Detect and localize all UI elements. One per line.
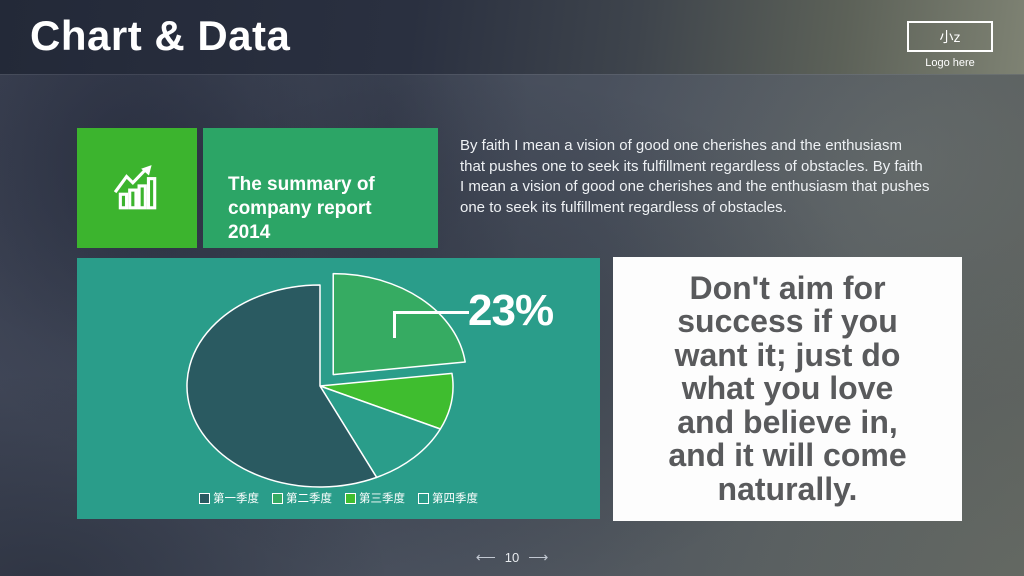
legend-swatch [418, 492, 429, 504]
summary-title: The summary of company report 2014 [228, 174, 375, 243]
summary-title-box: The summary of company report 2014 [203, 128, 438, 248]
pie-slice-第四季度 [319, 385, 442, 479]
pie-callout-label: 23% [468, 286, 554, 335]
legend-label: 第四季度 [432, 493, 478, 505]
legend-item: 第四季度 [418, 490, 478, 506]
pie-chart-panel: 23% 第一季度 第二季度 第三季度 第四季度 [77, 258, 600, 519]
header-bar: Chart & Data 小z Logo here [0, 0, 1024, 74]
body-paragraph: By faith I mean a vision of good one che… [460, 137, 930, 216]
legend-item: 第一季度 [199, 490, 259, 506]
quote-text: Don't aim for success if you want it; ju… [668, 269, 907, 507]
logo: 小z Logo here [907, 21, 993, 69]
prev-arrow[interactable]: ⟵ [475, 549, 496, 565]
page-navigation: ⟵ 10 ⟶ [0, 549, 1024, 566]
legend-swatch [272, 492, 283, 504]
page-title: Chart & Data [30, 12, 291, 59]
logo-box: 小z [907, 21, 993, 52]
pie-legend: 第一季度 第二季度 第三季度 第四季度 [77, 490, 600, 506]
legend-swatch [199, 492, 210, 504]
callout-line-horizontal [393, 311, 469, 314]
logo-mark: 小z [939, 28, 961, 45]
chart-icon-tile [77, 128, 197, 248]
next-arrow[interactable]: ⟶ [528, 549, 549, 565]
page-number: 10 [504, 550, 520, 565]
quote-box: Don't aim for success if you want it; ju… [613, 257, 962, 521]
pie-slice-第二季度 [332, 272, 466, 376]
legend-item: 第二季度 [272, 490, 332, 506]
legend-label: 第一季度 [213, 493, 259, 505]
callout-line-vertical [393, 311, 396, 338]
pie-slice-第一季度 [186, 284, 378, 488]
legend-swatch [345, 492, 356, 504]
pie-chart [186, 272, 466, 488]
logo-caption: Logo here [925, 57, 975, 69]
legend-item: 第三季度 [345, 490, 405, 506]
legend-label: 第三季度 [359, 493, 405, 505]
legend-label: 第二季度 [286, 493, 332, 505]
trending-up-chart-icon [113, 165, 157, 210]
